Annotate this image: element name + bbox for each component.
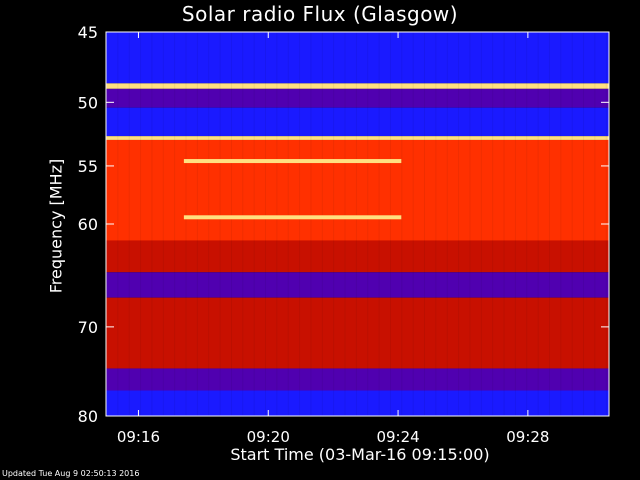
y-tick-label: 60: [78, 215, 98, 234]
texture-stripe: [537, 32, 539, 416]
texture-stripe: [299, 32, 301, 416]
texture-stripe: [560, 32, 562, 416]
frequency-band-5: [106, 139, 609, 241]
texture-stripe: [151, 32, 153, 416]
texture-stripe: [242, 32, 244, 416]
texture-stripe: [480, 32, 482, 416]
texture-stripe: [128, 32, 130, 416]
x-tick-label: 09:24: [376, 428, 419, 446]
texture-stripe: [219, 32, 221, 416]
texture-stripe: [140, 32, 142, 416]
texture-stripe: [230, 32, 232, 416]
texture-stripe: [287, 32, 289, 416]
frequency-band-6: [106, 240, 609, 273]
texture-stripe: [378, 32, 380, 416]
frequency-band-3: [106, 107, 609, 137]
updated-timestamp: Updated Tue Aug 9 02:50:13 2016: [2, 469, 140, 478]
texture-stripe: [526, 32, 528, 416]
texture-stripe: [469, 32, 471, 416]
texture-stripe: [548, 32, 550, 416]
texture-stripe: [367, 32, 369, 416]
texture-stripe: [412, 32, 414, 416]
texture-stripe: [174, 32, 176, 416]
texture-stripe: [310, 32, 312, 416]
x-tick-label: 09:28: [506, 428, 549, 446]
texture-stripe: [162, 32, 164, 416]
texture-stripe: [458, 32, 460, 416]
chart-title: Solar radio Flux (Glasgow): [181, 2, 459, 26]
texture-stripe: [253, 32, 255, 416]
emission-feature-0: [183, 159, 402, 164]
texture-stripe: [435, 32, 437, 416]
y-tick-label: 45: [78, 23, 98, 42]
texture-stripe: [503, 32, 505, 416]
x-axis-label: Start Time (03-Mar-16 09:15:00): [230, 445, 490, 464]
texture-stripe: [424, 32, 426, 416]
y-tick-label: 50: [78, 93, 98, 112]
texture-stripe: [571, 32, 573, 416]
texture-stripe: [208, 32, 210, 416]
y-tick-label: 55: [78, 157, 98, 176]
texture-stripe: [389, 32, 391, 416]
texture-stripe: [185, 32, 187, 416]
texture-stripe: [594, 32, 596, 416]
texture-stripe: [196, 32, 198, 416]
frequency-band-0: [106, 32, 609, 84]
x-tick-label: 09:16: [117, 428, 160, 446]
texture-stripe: [321, 32, 323, 416]
y-tick-label: 80: [78, 407, 98, 426]
frequency-band-8: [106, 297, 609, 369]
texture-stripe: [333, 32, 335, 416]
texture-stripe: [276, 32, 278, 416]
frequency-band-9: [106, 368, 609, 391]
y-axis-label: Frequency [MHz]: [46, 158, 66, 294]
frequency-band-1: [106, 83, 609, 89]
texture-stripe: [492, 32, 494, 416]
x-tick-label: 09:20: [247, 428, 290, 446]
texture-stripe: [583, 32, 585, 416]
frequency-band-4: [106, 136, 609, 140]
frequency-band-7: [106, 272, 609, 298]
texture-stripe: [446, 32, 448, 416]
texture-stripe: [514, 32, 516, 416]
frequency-band-2: [106, 88, 609, 108]
texture-stripe: [344, 32, 346, 416]
texture-stripe: [401, 32, 403, 416]
frequency-band-10: [106, 390, 609, 416]
texture-stripe: [265, 32, 267, 416]
texture-stripe: [117, 32, 119, 416]
y-tick-label: 70: [78, 318, 98, 337]
emission-feature-1: [183, 215, 402, 220]
texture-stripe: [355, 32, 357, 416]
